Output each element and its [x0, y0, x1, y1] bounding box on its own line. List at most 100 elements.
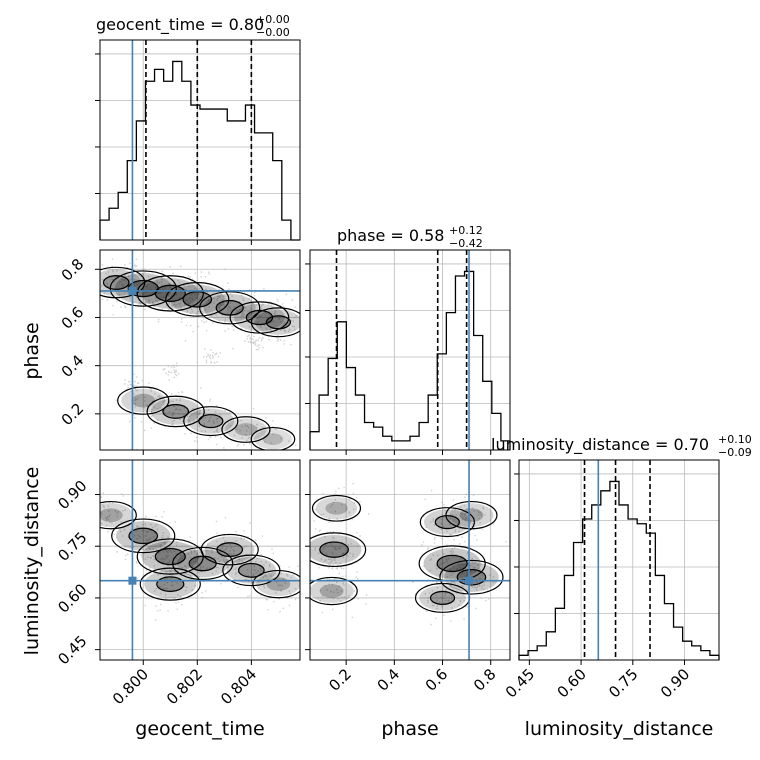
- panel-content: [100, 258, 300, 450]
- contour-outer: [100, 500, 137, 530]
- density-blob: [203, 293, 256, 322]
- density-blob: [256, 572, 300, 597]
- contour-inner: [215, 300, 244, 316]
- contour-inner: [128, 527, 159, 545]
- contour-inner: [102, 275, 130, 290]
- tick-label-x: 0.804: [217, 665, 260, 708]
- density-blob: [254, 429, 292, 450]
- contour-inner: [162, 404, 190, 419]
- density-core: [162, 403, 189, 420]
- density-core: [182, 290, 212, 308]
- contour-inner: [265, 315, 291, 330]
- contour-outer: [111, 518, 176, 554]
- tick-label-x: 0.90: [657, 665, 693, 701]
- panel-border: [518, 459, 720, 661]
- panel-content: [310, 483, 507, 626]
- contour-outer: [439, 559, 504, 595]
- density-core: [429, 590, 456, 606]
- tick-label-y: 0.8: [58, 255, 88, 285]
- tick-label-y: 0.90: [54, 477, 90, 513]
- truth-marker: [465, 576, 474, 585]
- contour-outer: [419, 507, 475, 538]
- density-blob: [315, 497, 358, 520]
- contour-outer: [117, 386, 170, 415]
- panel-luminosity_distance-hist: 0.45 0.60 0.75 0.90: [502, 459, 720, 701]
- density-core: [266, 577, 291, 591]
- contour-inner: [154, 547, 186, 566]
- density-core: [216, 542, 244, 558]
- density-blob: [310, 579, 354, 603]
- density-core: [102, 274, 130, 291]
- density-blob: [234, 303, 285, 332]
- title-luminosity-distance-sup: +0.10: [718, 433, 752, 446]
- density-blob: [169, 284, 225, 315]
- contour-outer: [311, 494, 362, 522]
- density-core: [198, 413, 224, 429]
- title-phase-sup: +0.12: [449, 224, 483, 237]
- contour-inner: [238, 562, 265, 578]
- density-core: [319, 541, 349, 559]
- contour-outer: [136, 275, 204, 312]
- contour-outer: [221, 416, 271, 443]
- panel-geocent_time-hist: [95, 39, 301, 245]
- tick-label-x: 0.4: [374, 665, 404, 695]
- density-core: [215, 299, 244, 316]
- tick-label-y: 0.45: [54, 632, 90, 668]
- density-blob: [115, 521, 171, 551]
- contour-outer: [310, 576, 358, 606]
- tick-label-x: 0.60: [554, 665, 590, 701]
- contour-inner: [198, 414, 224, 429]
- density-core: [238, 562, 265, 578]
- title-geocent-time-sup: +0.00: [256, 13, 290, 26]
- title-phase: phase = 0.58: [337, 226, 444, 245]
- tick-label-y: 0.4: [58, 351, 88, 381]
- contour-inner: [156, 576, 185, 592]
- density-core: [325, 501, 348, 515]
- tick-label-x: 0.802: [163, 665, 206, 708]
- density-blob: [150, 398, 201, 425]
- ylabel-phase: phase: [21, 322, 43, 379]
- density-blob: [144, 570, 197, 599]
- contour-outer: [146, 395, 205, 428]
- panel-border: [99, 249, 301, 451]
- density-core: [434, 514, 460, 530]
- panel-phase-hist: [305, 249, 511, 455]
- tick-label-x: 0.45: [502, 665, 538, 701]
- density-blob: [310, 534, 362, 565]
- title-geocent-time: geocent_time = 0.80: [96, 15, 264, 35]
- title-luminosity-distance-sub: −0.09: [718, 446, 752, 459]
- contour-inner: [429, 590, 456, 605]
- truth-marker: [128, 286, 137, 295]
- ylabel-luminosity-distance: luminosity_distance: [21, 467, 43, 656]
- contour-outer: [200, 533, 259, 566]
- panel-border: [309, 249, 511, 451]
- contour-outer: [310, 532, 367, 568]
- tick-label-x: 0.6: [422, 665, 452, 695]
- density-blob: [141, 541, 199, 572]
- contour-outer: [183, 406, 239, 437]
- tick-label-x: 0.2: [325, 665, 355, 695]
- density-core: [128, 527, 158, 545]
- title-luminosity-distance: luminosity_distance = 0.70: [491, 435, 709, 455]
- contour-outer: [172, 546, 234, 581]
- tick-label-y: 0.2: [58, 400, 88, 430]
- panel-geocent_time-luminosity_distance: 0.45 0.60 0.75 0.90 0.800 0.802 0.804: [54, 459, 301, 708]
- contour-inner: [216, 542, 244, 558]
- tick-label-x: 0.75: [605, 665, 641, 701]
- density-core: [131, 393, 156, 408]
- xlabel-phase: phase: [381, 718, 438, 740]
- contour-outer: [199, 291, 261, 325]
- xlabel-geocent-time: geocent_time: [135, 718, 264, 740]
- tick-label-y: 0.6: [58, 303, 88, 333]
- density-core: [154, 284, 186, 303]
- contour-inner: [154, 284, 186, 302]
- density-core: [100, 508, 123, 522]
- truth-marker: [128, 576, 137, 585]
- density-blob: [225, 418, 267, 441]
- contour-inner: [245, 309, 274, 326]
- contour-outer: [252, 569, 300, 599]
- tick-label-x: 0.8: [470, 665, 500, 695]
- contour-inner: [319, 541, 349, 558]
- density-core: [319, 584, 344, 598]
